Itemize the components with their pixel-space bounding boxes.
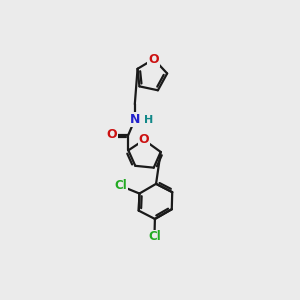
Text: Cl: Cl — [114, 179, 127, 192]
Text: O: O — [148, 52, 159, 66]
Text: O: O — [106, 128, 117, 141]
Text: H: H — [144, 115, 153, 124]
Text: N: N — [130, 113, 140, 126]
Text: Cl: Cl — [148, 230, 161, 244]
Text: O: O — [139, 134, 149, 146]
